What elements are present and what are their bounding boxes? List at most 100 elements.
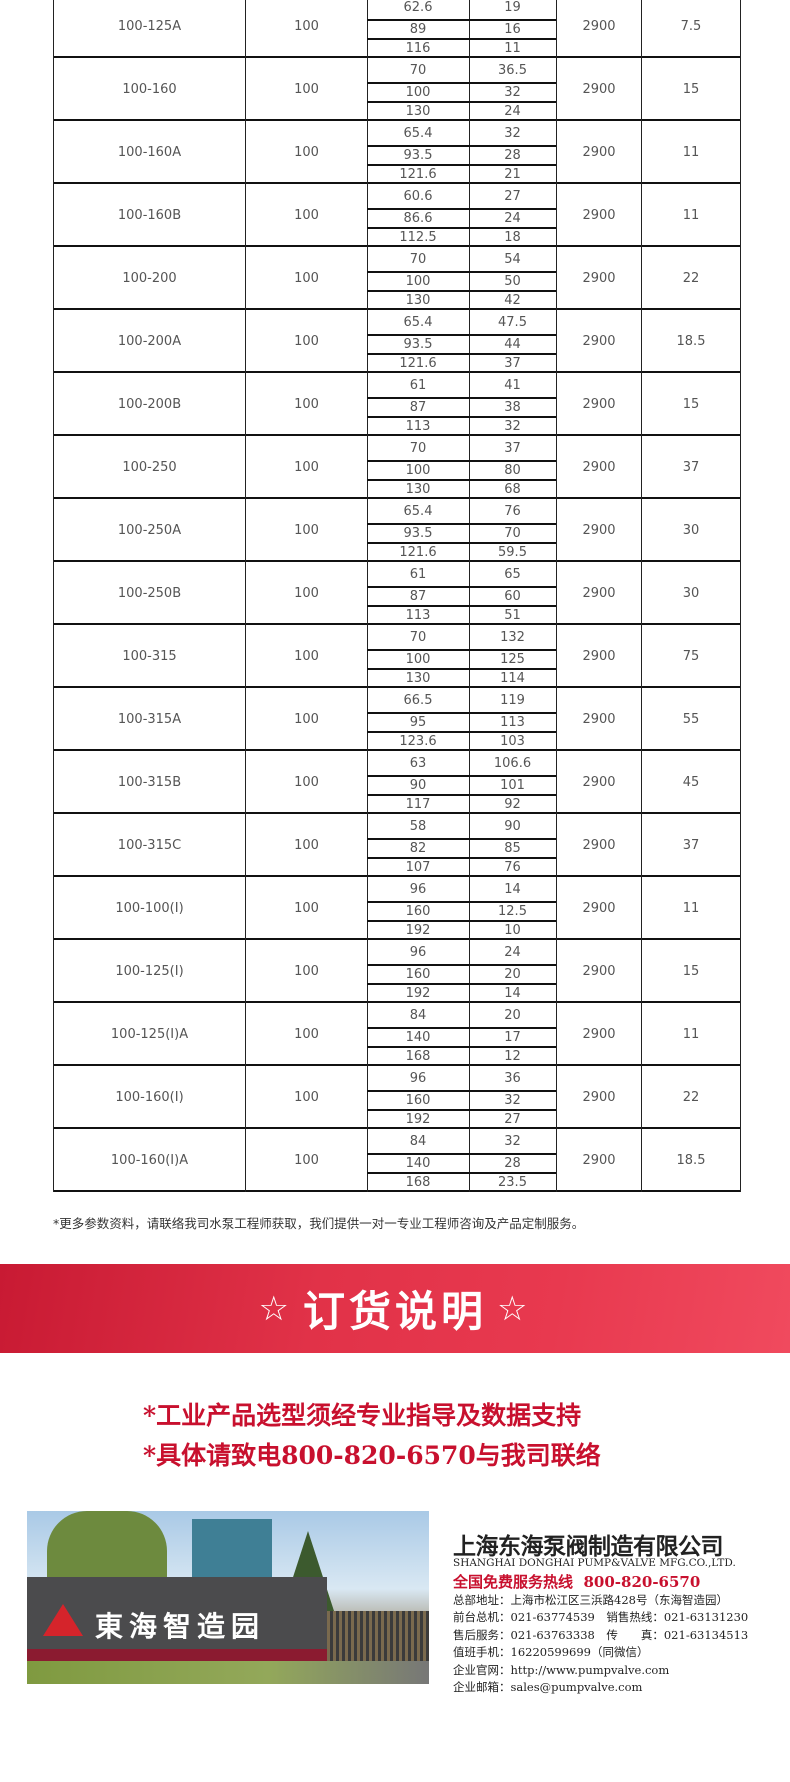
flow-cell: 65.4	[403, 315, 433, 330]
speed-cell: 2900	[556, 688, 641, 751]
inlet-cell: 100	[245, 436, 367, 499]
power-cell: 75	[641, 625, 741, 688]
power-cell: 11	[641, 184, 741, 247]
table-row: 100-160 100 2900 15 70 36.5 100 32 130 24	[53, 58, 741, 121]
flow-cell: 82	[409, 841, 427, 856]
inlet-cell: 100	[245, 184, 367, 247]
head-cell: 16	[504, 22, 521, 37]
speed-cell: 2900	[556, 940, 641, 1003]
head-cell: 76	[504, 860, 521, 875]
model-cell: 100-160A	[53, 121, 245, 184]
head-cell: 24	[504, 945, 521, 960]
flow-cell: 90	[409, 778, 427, 793]
head-cell: 106.6	[493, 756, 532, 771]
order-instructions-banner: ☆ 订货说明 ☆	[0, 1264, 790, 1353]
head-cell: 103	[500, 734, 525, 749]
star-icon: ☆	[497, 1288, 532, 1329]
table-row: 100-160B 100 2900 11 60.6 27 86.6 24 112.5 18	[53, 184, 741, 247]
flow-cell: 93.5	[403, 526, 433, 541]
speed-cell: 2900	[556, 184, 641, 247]
flow-cell: 93.5	[403, 148, 433, 163]
flow-cell: 89	[409, 22, 427, 37]
head-cell: 27	[504, 1112, 521, 1127]
info-email[interactable]: 企业邮箱：sales@pumpvalve.com	[453, 1680, 643, 1694]
speed-cell: 2900	[556, 247, 641, 310]
inlet-cell: 100	[245, 1003, 367, 1066]
power-cell: 15	[641, 58, 741, 121]
model-cell: 100-160(I)	[53, 1066, 245, 1129]
power-cell: 30	[641, 562, 741, 625]
inlet-cell: 100	[245, 58, 367, 121]
flow-cell: 160	[405, 967, 431, 982]
speed-cell: 2900	[556, 562, 641, 625]
flow-cell: 140	[405, 1030, 431, 1045]
head-cell: 37	[504, 356, 521, 371]
table-row: 100-125(I)A 100 2900 11 84 20 140 17 168 12	[53, 1003, 741, 1066]
model-cell: 100-100(I)	[53, 877, 245, 940]
speed-cell: 2900	[556, 121, 641, 184]
inlet-cell: 100	[245, 499, 367, 562]
info-website[interactable]: 企业官网：http://www.pumpvalve.com	[453, 1663, 670, 1677]
model-cell: 100-250A	[53, 499, 245, 562]
hotline-label: 全国免费服务热线	[453, 1573, 574, 1591]
flow-cell: 61	[409, 567, 427, 582]
flow-cell: 113	[405, 608, 431, 623]
head-cell: 21	[504, 167, 521, 182]
head-cell: 24	[504, 211, 521, 226]
power-cell: 30	[641, 499, 741, 562]
inlet-cell: 100	[245, 0, 367, 58]
flow-cell: 140	[405, 1156, 431, 1171]
flow-cell: 107	[405, 860, 431, 875]
head-cell: 36.5	[498, 63, 527, 78]
speed-cell: 2900	[556, 0, 641, 58]
flow-cell: 121.6	[399, 167, 437, 182]
footnote: *更多参数资料，请联络我司水泵工程师获取，我们提供一对一专业工程师咨询及产品定制…	[53, 1216, 585, 1231]
model-cell: 100-125A	[53, 0, 245, 58]
flow-cell: 96	[409, 1071, 427, 1086]
flow-cell: 100	[405, 274, 431, 289]
flow-cell: 86.6	[403, 211, 433, 226]
model-cell: 100-315B	[53, 751, 245, 814]
flow-cell: 84	[409, 1008, 427, 1023]
speed-cell: 2900	[556, 436, 641, 499]
power-cell: 11	[641, 877, 741, 940]
model-cell: 100-160B	[53, 184, 245, 247]
flow-cell: 63	[409, 756, 427, 771]
flow-cell: 87	[409, 589, 427, 604]
head-cell: 92	[504, 797, 521, 812]
model-cell: 100-315	[53, 625, 245, 688]
head-cell: 85	[504, 841, 521, 856]
flow-cell: 130	[405, 293, 431, 308]
head-cell: 70	[504, 526, 521, 541]
head-cell: 19	[504, 0, 521, 15]
info-address: 总部地址：上海市松江区三浜路428号（东海智造园）	[453, 1593, 728, 1607]
inlet-cell: 100	[245, 1066, 367, 1129]
flow-cell: 130	[405, 482, 431, 497]
head-cell: 32	[504, 85, 521, 100]
head-cell: 28	[504, 148, 521, 163]
head-cell: 18	[504, 230, 521, 245]
power-cell: 37	[641, 814, 741, 877]
speed-cell: 2900	[556, 1003, 641, 1066]
model-cell: 100-125(I)A	[53, 1003, 245, 1066]
flow-cell: 61	[409, 378, 427, 393]
inlet-cell: 100	[245, 373, 367, 436]
flow-cell: 117	[405, 797, 431, 812]
flow-cell: 96	[409, 945, 427, 960]
head-cell: 114	[500, 671, 525, 686]
model-cell: 100-315A	[53, 688, 245, 751]
head-cell: 59.5	[498, 545, 527, 560]
flow-cell: 62.6	[403, 0, 433, 15]
power-cell: 22	[641, 1066, 741, 1129]
table-row: 100-315C 100 2900 37 58 90 82 85 107 76	[53, 814, 741, 877]
model-cell: 100-200B	[53, 373, 245, 436]
flow-cell: 93.5	[403, 337, 433, 352]
flow-cell: 58	[409, 819, 427, 834]
power-cell: 37	[641, 436, 741, 499]
speed-cell: 2900	[556, 373, 641, 436]
inlet-cell: 100	[245, 814, 367, 877]
inlet-cell: 100	[245, 1129, 367, 1192]
flow-cell: 100	[405, 85, 431, 100]
model-cell: 100-200	[53, 247, 245, 310]
inlet-cell: 100	[245, 310, 367, 373]
